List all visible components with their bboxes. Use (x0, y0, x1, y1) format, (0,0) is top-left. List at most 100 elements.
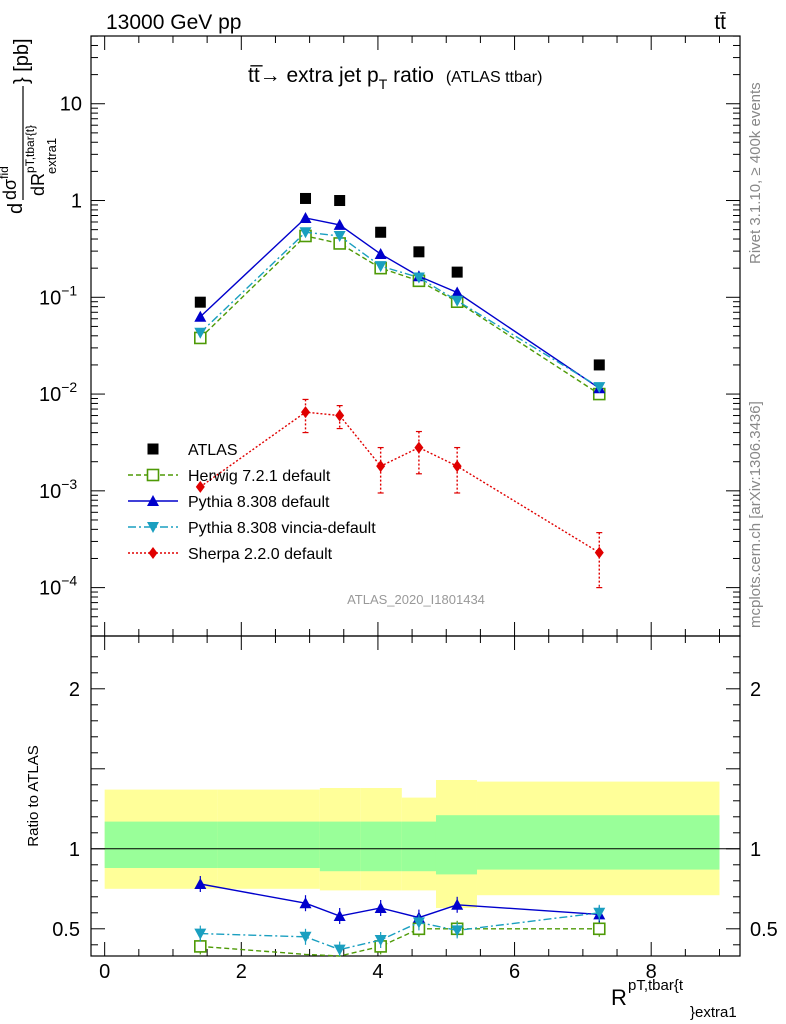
process-label: tt̄ (714, 11, 726, 34)
main-panel-series (194, 192, 606, 589)
sherpa-2-2-0-default-point (594, 546, 604, 559)
legend-label-herwig-7-2-1-default: Herwig 7.2.1 default (188, 468, 331, 485)
x-tick-label: 2 (236, 961, 247, 983)
pythia-8-308-default-point (194, 310, 207, 322)
mcplots-citation-label: mcplots.cern.ch [arXiv:1306.3436] (747, 401, 764, 628)
pythia-8-308-vincia-default-ratio-point (333, 944, 346, 956)
ratio-y-axis-label: Ratio to ATLAS (25, 745, 42, 846)
pythia-8-308-default-point (333, 218, 346, 230)
svg-text:dσfid: dσfid (0, 166, 20, 200)
x-axis-label: R pT,tbar{t }extra1 (611, 977, 737, 1021)
ratio-y-tick-label: 0.5 (52, 919, 80, 941)
atlas-point (451, 266, 463, 278)
ylabel-denominator-sup: pT,tbar{t} (23, 125, 37, 173)
ratio-panel-series (194, 876, 606, 957)
x-tick-label: 4 (372, 961, 383, 983)
pythia-8-308-default-ratio-point (451, 898, 464, 910)
pythia-8-308-vincia-default-point (451, 295, 464, 307)
sherpa-2-2-0-default-point (376, 460, 386, 473)
pythia-8-308-vincia-default-ratio-point (593, 907, 606, 919)
pythia-8-308-vincia-default-ratio-point (412, 917, 425, 929)
sherpa-2-2-0-default-point (301, 406, 311, 419)
pythia-8-308-vincia-default-ratio-point (374, 935, 387, 946)
pythia-8-308-default-ratio-point (333, 910, 346, 921)
inner-band-bin (435, 815, 477, 875)
atlas-point (593, 359, 605, 371)
herwig-7-2-1-default-ratio-point (592, 922, 606, 936)
inner-band-bin (476, 815, 720, 870)
xlabel-base: R (611, 985, 627, 1010)
ylabel-numerator-sup: fid (0, 166, 11, 179)
sherpa-2-2-0-default-point (195, 480, 205, 493)
pythia-8-308-default-ratio-point (374, 902, 387, 913)
pythia-8-308-vincia-default-point (593, 382, 606, 394)
herwig-7-2-1-default-ratio-point (194, 940, 207, 953)
atlas-point (300, 192, 312, 204)
atlas-point (334, 195, 346, 207)
axis-tick-labels: 0 2 4 6 8 10 1 10−1 10−2 10−3 10−4 0.5 0.5 1 1 2 2 (39, 94, 778, 983)
legend: ATLAS Herwig 7.2.1 default Pythia 8.308 de… (128, 442, 376, 563)
xlabel-sup: pT,tbar{t (628, 977, 684, 994)
ratio-y-tick-label-right: 0.5 (750, 919, 778, 941)
y-tick-label: 10 (60, 94, 82, 116)
x-tick-label: 0 (99, 961, 110, 983)
y-tick-label: 10−4 (39, 573, 77, 600)
ratio-y-tick-label-right: 1 (750, 839, 761, 861)
ratio-panel-frame (90, 635, 741, 957)
pythia-8-308-default-ratio-point (194, 878, 207, 889)
legend-marker-atlas (147, 443, 159, 455)
rivet-version-label: Rivet 3.1.10, ≥ 400k events (747, 82, 764, 264)
title-tail: ratio (387, 64, 434, 87)
ratio-uncertainty-bands (91, 780, 740, 908)
ylabel-prefix: d (5, 203, 27, 214)
axis-ticks (91, 35, 740, 956)
analysis-tag: ATLAS_2020_I1801434 (347, 592, 485, 607)
pythia-8-308-default-point (451, 286, 464, 298)
legend-marker-pythia-8-308-default (147, 495, 159, 506)
legend-label-pythia-8-308-default: Pythia 8.308 default (188, 494, 330, 511)
pythia-8-308-default-point (299, 211, 312, 223)
inner-band-bin (217, 821, 320, 868)
inner-band-bin (104, 821, 218, 868)
y-tick-label: 10−1 (39, 282, 77, 309)
legend-marker-herwig-7-2-1-default (146, 468, 160, 482)
y-tick-label: 10−3 (39, 476, 77, 503)
sherpa-2-2-0-default-point (452, 460, 462, 473)
svg-text:dRpT,tbar{t}: dRpT,tbar{t} (23, 125, 48, 196)
inner-band-bin (360, 821, 402, 872)
title-main: tt̅→ extra jet p (248, 64, 379, 87)
pythia-8-308-default-ratio-point (299, 897, 312, 909)
pythia-8-308-vincia-default-point (333, 230, 346, 242)
legend-marker-pythia-8-308-vincia-default (147, 522, 159, 533)
title-small: (ATLAS ttbar) (446, 69, 543, 86)
ratio-y-tick-label: 2 (69, 679, 80, 701)
pythia-8-308-default-point (374, 248, 387, 260)
y-tick-label: 1 (71, 191, 82, 213)
legend-marker-sherpa-2-2-0-default (148, 547, 158, 559)
legend-label-atlas: ATLAS (188, 442, 238, 459)
inner-band-bin (319, 821, 361, 872)
xlabel-sub: }extra1 (690, 1004, 737, 1021)
ylabel-denominator: dR (28, 173, 48, 196)
atlas-point (375, 226, 387, 238)
pythia-8-308-vincia-default-ratio-point (451, 925, 464, 937)
ylabel-unit: } [pb] (11, 38, 33, 84)
pythia-8-308-vincia-default-ratio-point (299, 931, 312, 943)
inner-band-bin (401, 821, 436, 872)
legend-label-sherpa-2-2-0-default: Sherpa 2.2.0 default (188, 546, 333, 563)
ratio-y-tick-label-right: 2 (750, 679, 761, 701)
y-tick-label: 10−2 (39, 379, 77, 406)
atlas-point (194, 296, 206, 308)
svg-text:tt̅→ extra jet pT ratio: tt̅→ extra jet pT ratio (ATLAS ttbar) (248, 64, 542, 92)
pythia-8-308-vincia-default-point (374, 261, 387, 273)
herwig-7-2-1-default-ratio-line (200, 928, 600, 957)
legend-label-pythia-8-308-vincia-default: Pythia 8.308 vincia-default (188, 520, 376, 537)
plot-title: tt̅→ extra jet pT ratio (ATLAS ttbar) (248, 64, 542, 92)
ylabel-numerator: dσ (0, 179, 20, 200)
x-tick-label: 8 (646, 961, 657, 983)
pythia-8-308-vincia-default-point (299, 227, 312, 239)
pythia-8-308-vincia-default-point (194, 327, 207, 339)
ratio-y-tick-label: 1 (69, 839, 80, 861)
main-y-axis-label: d dσfid dRpT,tbar{t} extra1 } [pb] (0, 38, 59, 214)
